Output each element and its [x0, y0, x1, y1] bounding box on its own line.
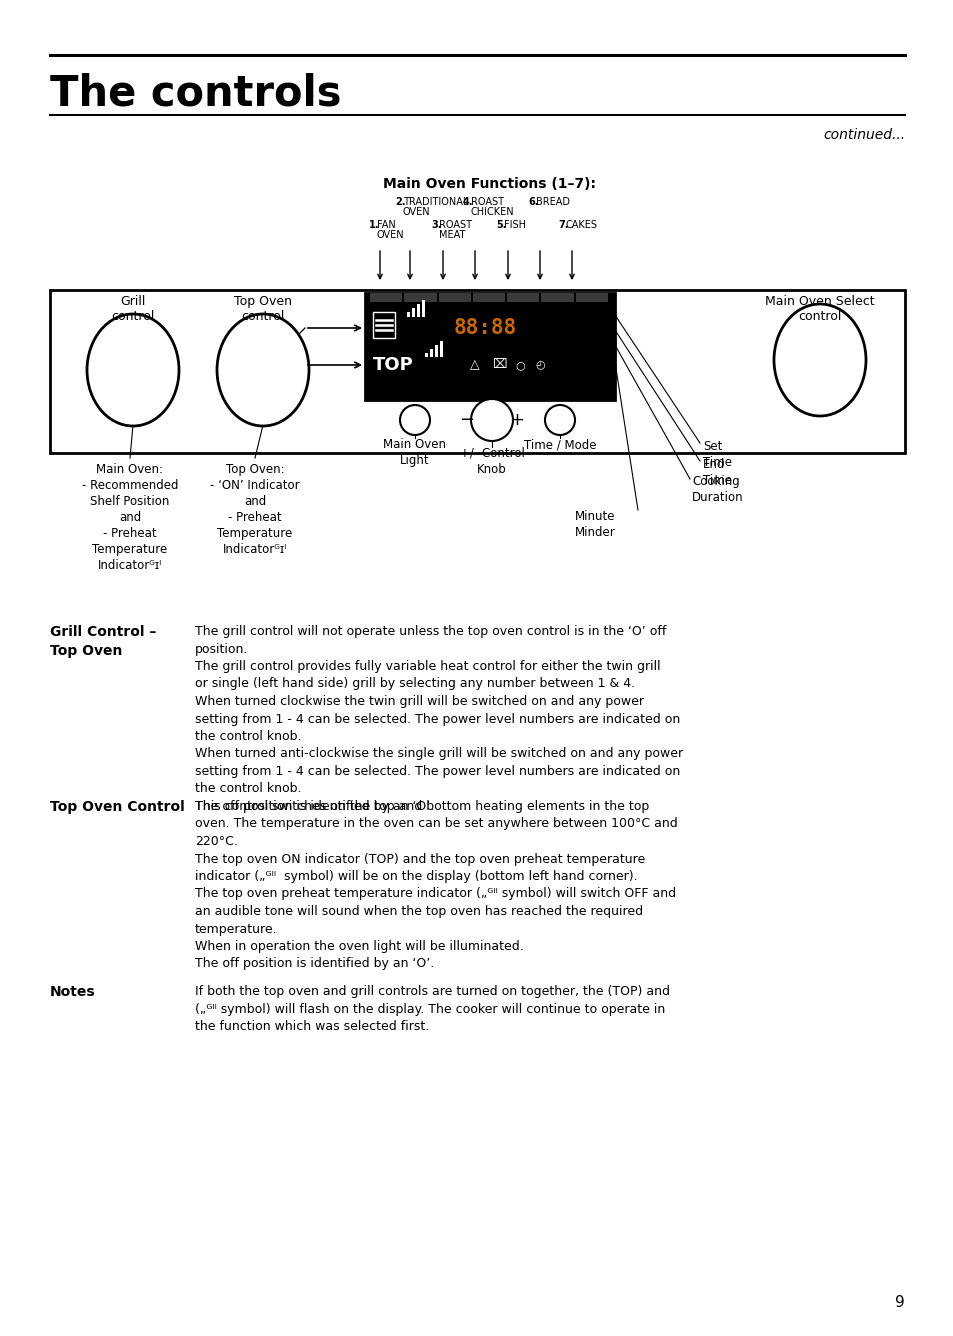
- Text: △: △: [470, 358, 479, 371]
- Text: Main Oven Functions (1–7):: Main Oven Functions (1–7):: [383, 176, 596, 191]
- Text: Main Oven:
- Recommended
Shelf Position
and
- Preheat
Temperature
Indicatorᴳɪˡ: Main Oven: - Recommended Shelf Position …: [82, 464, 178, 572]
- Bar: [430, 349, 433, 357]
- Text: 4.: 4.: [462, 196, 473, 207]
- Text: Grill Control –
Top Oven: Grill Control – Top Oven: [50, 625, 156, 659]
- Text: ○: ○: [515, 359, 524, 370]
- Bar: [365, 293, 615, 399]
- Text: BREAD: BREAD: [536, 196, 569, 207]
- Text: End
Time: End Time: [702, 458, 731, 488]
- Text: Main Oven
Light: Main Oven Light: [383, 438, 446, 468]
- Bar: [421, 301, 425, 317]
- Bar: [541, 293, 573, 302]
- Bar: [575, 293, 607, 302]
- Text: 3.: 3.: [431, 220, 441, 230]
- Text: 2.: 2.: [395, 196, 405, 207]
- Ellipse shape: [216, 314, 309, 426]
- Ellipse shape: [544, 405, 575, 436]
- Bar: [370, 293, 402, 302]
- Text: −: −: [459, 411, 474, 429]
- Ellipse shape: [399, 405, 430, 436]
- Ellipse shape: [773, 305, 865, 415]
- Text: TRADITIONAL: TRADITIONAL: [402, 196, 468, 207]
- Text: 1.: 1.: [369, 220, 379, 230]
- Text: Minute
Minder: Minute Minder: [575, 510, 615, 538]
- Ellipse shape: [87, 314, 179, 426]
- Text: Top Oven:
- ‘ON’ Indicator
and
- Preheat
Temperature
Indicatorᴳɪˡ: Top Oven: - ‘ON’ Indicator and - Preheat…: [210, 464, 299, 556]
- Bar: [438, 293, 471, 302]
- Bar: [435, 345, 438, 357]
- Text: 88:88: 88:88: [453, 318, 516, 338]
- Text: 5.: 5.: [496, 220, 506, 230]
- Text: OVEN: OVEN: [402, 207, 430, 216]
- Bar: [507, 293, 538, 302]
- Bar: [404, 293, 436, 302]
- Text: continued...: continued...: [822, 128, 904, 142]
- Text: CAKES: CAKES: [565, 220, 598, 230]
- Text: 6.: 6.: [527, 196, 537, 207]
- Bar: [407, 313, 410, 317]
- Text: FISH: FISH: [503, 220, 525, 230]
- Text: OVEN: OVEN: [376, 230, 404, 240]
- Bar: [412, 309, 416, 317]
- Text: CHICKEN: CHICKEN: [471, 207, 514, 216]
- Text: Grill
control: Grill control: [112, 295, 154, 323]
- Text: ⌧: ⌧: [492, 358, 506, 371]
- Text: Notes: Notes: [50, 985, 95, 999]
- Bar: [473, 293, 504, 302]
- Text: FAN: FAN: [376, 220, 395, 230]
- Text: MEAT: MEAT: [438, 230, 465, 240]
- Text: TOP: TOP: [373, 355, 414, 374]
- Bar: [416, 305, 420, 317]
- Text: Set
Time: Set Time: [702, 440, 731, 469]
- Text: The grill control will not operate unless the top oven control is in the ‘O’ off: The grill control will not operate unles…: [194, 625, 682, 814]
- Text: Time / Mode: Time / Mode: [523, 438, 596, 452]
- Text: 7.: 7.: [558, 220, 568, 230]
- Text: This control switches on the top and bottom heating elements in the top
oven. Th: This control switches on the top and bot…: [194, 800, 677, 970]
- Text: ◴: ◴: [535, 359, 544, 370]
- Text: Cooking
Duration: Cooking Duration: [691, 476, 742, 504]
- Text: ROAST: ROAST: [471, 196, 503, 207]
- Bar: [373, 313, 395, 338]
- Bar: [439, 341, 443, 357]
- Text: Top Oven
control: Top Oven control: [233, 295, 292, 323]
- Text: Main Oven Select
control: Main Oven Select control: [764, 295, 874, 323]
- Bar: [424, 353, 428, 357]
- Text: +/- Control
Knob: +/- Control Knob: [459, 448, 524, 476]
- Text: Top Oven Control: Top Oven Control: [50, 800, 185, 814]
- Text: If both the top oven and grill controls are turned on together, the (TOP) and
(„: If both the top oven and grill controls …: [194, 985, 669, 1033]
- Text: 9: 9: [894, 1295, 904, 1311]
- Text: +: +: [509, 411, 524, 429]
- Ellipse shape: [471, 399, 513, 441]
- Text: ROAST: ROAST: [438, 220, 472, 230]
- Text: The controls: The controls: [50, 72, 341, 114]
- Bar: [50, 290, 904, 453]
